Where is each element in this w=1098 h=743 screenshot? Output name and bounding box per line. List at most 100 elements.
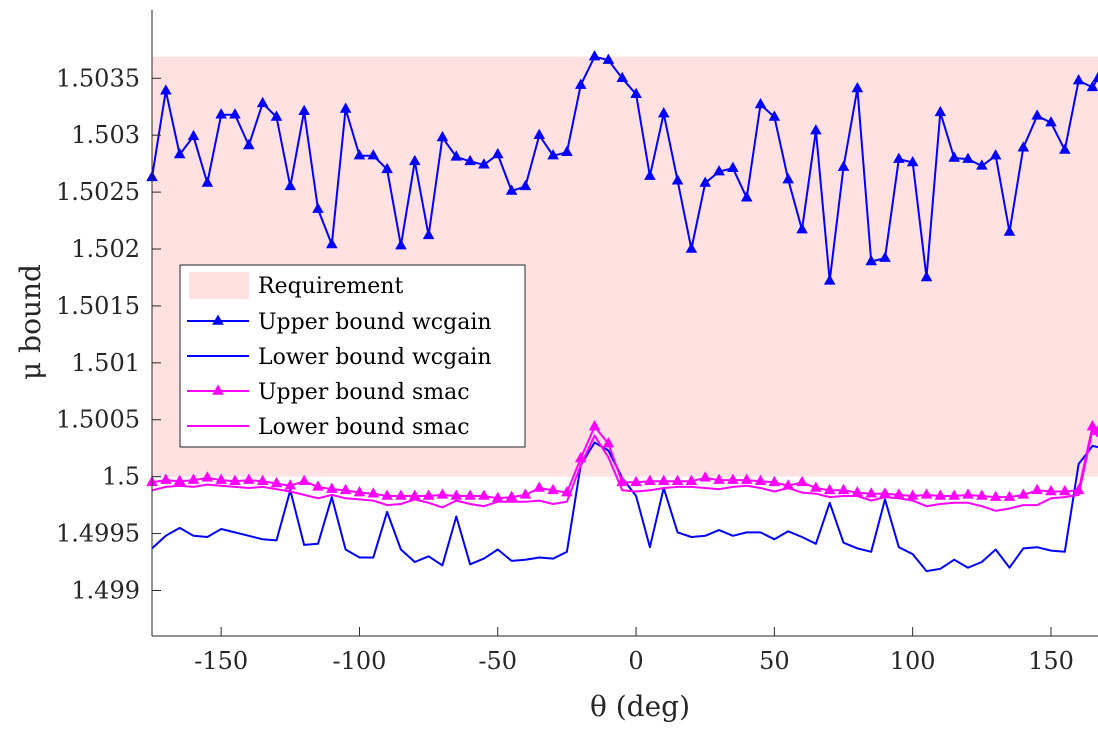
y-tick-label: 1.5025: [56, 178, 140, 206]
data-point-upper-smac: [1045, 484, 1057, 496]
data-point-upper-wcgain: [602, 53, 615, 64]
legend-label-lower-wcgain: Lower bound wcgain: [258, 345, 492, 370]
data-point-upper-wcgain: [187, 129, 200, 141]
data-point-upper-smac: [298, 474, 310, 485]
data-point-upper-wcgain: [436, 130, 449, 142]
data-point-upper-wcgain: [450, 150, 463, 161]
data-point-upper-smac: [796, 475, 808, 487]
data-point-upper-smac: [229, 474, 241, 485]
data-point-upper-wcgain: [768, 110, 781, 121]
data-point-upper-wcgain: [727, 161, 739, 172]
data-point-upper-wcgain: [782, 173, 794, 184]
data-point-upper-smac: [422, 489, 435, 500]
data-point-upper-wcgain: [312, 202, 324, 213]
data-point-upper-wcgain: [671, 174, 684, 185]
data-point-upper-smac: [312, 480, 324, 491]
data-point-upper-wcgain: [547, 149, 559, 160]
data-point-upper-wcgain: [837, 160, 850, 171]
y-tick-label: 1.5: [102, 463, 140, 491]
data-point-upper-wcgain: [685, 242, 698, 253]
data-point-upper-smac: [215, 473, 227, 484]
legend-entry-upper-smac: Upper bound smac: [187, 380, 470, 405]
data-point-upper-wcgain: [160, 84, 172, 95]
data-point-upper-smac: [740, 473, 753, 484]
y-tick-label: 1.499: [71, 576, 140, 604]
legend-marker-upper-smac: [212, 384, 224, 395]
x-tick-label: -100: [332, 647, 386, 675]
data-point-upper-wcgain: [644, 169, 656, 180]
data-point-upper-smac: [685, 474, 698, 485]
data-point-upper-wcgain: [699, 176, 711, 187]
data-point-upper-smac: [160, 473, 172, 484]
series-upper-wcgain: [146, 50, 1098, 285]
data-point-upper-wcgain: [298, 104, 310, 116]
data-point-upper-wcgain: [395, 239, 407, 250]
y-tick-label: 1.4995: [56, 520, 140, 548]
data-point-upper-wcgain: [1086, 80, 1098, 92]
data-point-upper-wcgain: [478, 158, 490, 169]
data-point-upper-wcgain: [1045, 116, 1057, 127]
y-tick-label: 1.501: [71, 349, 140, 377]
data-point-upper-wcgain: [879, 251, 891, 262]
y-tick-label: 1.5015: [56, 292, 140, 320]
series-layer: [146, 50, 1098, 573]
data-point-upper-smac: [657, 474, 670, 485]
data-point-upper-smac: [339, 483, 352, 495]
data-point-upper-wcgain: [505, 184, 518, 195]
data-point-upper-smac: [1059, 484, 1071, 496]
data-point-upper-wcgain: [934, 105, 947, 117]
data-point-upper-smac: [644, 474, 656, 485]
data-point-upper-wcgain: [906, 155, 919, 167]
series-line-lower-smac: [151, 429, 1098, 512]
data-point-upper-wcgain: [574, 78, 587, 89]
series-lower-wcgain: [151, 441, 1098, 573]
data-point-upper-smac: [823, 483, 836, 495]
data-point-upper-smac: [962, 488, 974, 499]
data-point-upper-wcgain: [740, 191, 753, 202]
data-point-upper-smac: [810, 481, 822, 492]
data-point-upper-smac: [865, 487, 877, 498]
data-point-upper-smac: [201, 471, 214, 482]
data-point-upper-wcgain: [464, 154, 476, 166]
x-tick-label: -150: [194, 647, 248, 675]
x-tick-label: 0: [628, 647, 643, 675]
data-point-upper-wcgain: [989, 149, 1002, 160]
data-point-upper-smac: [1003, 490, 1016, 501]
data-point-upper-wcgain: [796, 223, 808, 234]
data-point-upper-wcgain: [256, 96, 269, 108]
data-point-upper-smac: [256, 474, 269, 485]
data-point-upper-wcgain: [948, 151, 960, 162]
data-point-upper-smac: [533, 481, 546, 492]
data-point-upper-wcgain: [865, 255, 877, 266]
data-point-upper-wcgain: [1003, 225, 1016, 236]
legend-label-requirement: Requirement: [258, 274, 403, 299]
x-tick-label: 50: [759, 647, 790, 675]
legend-entry-upper-wcgain: Upper bound wcgain: [187, 310, 492, 335]
legend-label-upper-wcgain: Upper bound wcgain: [258, 310, 492, 335]
legend-label-upper-smac: Upper bound smac: [258, 380, 470, 405]
legend-marker-upper-wcgain: [212, 314, 224, 325]
data-point-upper-smac: [906, 489, 919, 500]
data-point-upper-smac: [934, 489, 947, 500]
data-point-upper-wcgain: [630, 87, 642, 98]
data-point-upper-wcgain: [381, 162, 393, 174]
y-tick-label: 1.5035: [56, 64, 140, 92]
data-point-upper-wcgain: [657, 107, 670, 118]
data-point-upper-smac: [671, 474, 684, 485]
data-point-upper-wcgain: [284, 179, 297, 191]
data-point-upper-smac: [948, 489, 960, 500]
y-tick-label: 1.502: [71, 235, 140, 263]
data-point-upper-wcgain: [1059, 143, 1071, 154]
data-point-upper-smac: [920, 488, 933, 499]
axes: [151, 10, 1098, 637]
data-point-upper-smac: [727, 473, 739, 484]
data-point-upper-smac: [284, 479, 297, 490]
data-point-upper-wcgain: [491, 148, 504, 159]
data-point-upper-wcgain: [754, 97, 767, 109]
data-point-upper-smac: [395, 489, 407, 500]
data-point-upper-smac: [976, 489, 988, 500]
data-point-upper-smac: [478, 489, 490, 500]
data-point-upper-smac: [173, 474, 186, 485]
data-point-upper-smac: [989, 490, 1002, 501]
